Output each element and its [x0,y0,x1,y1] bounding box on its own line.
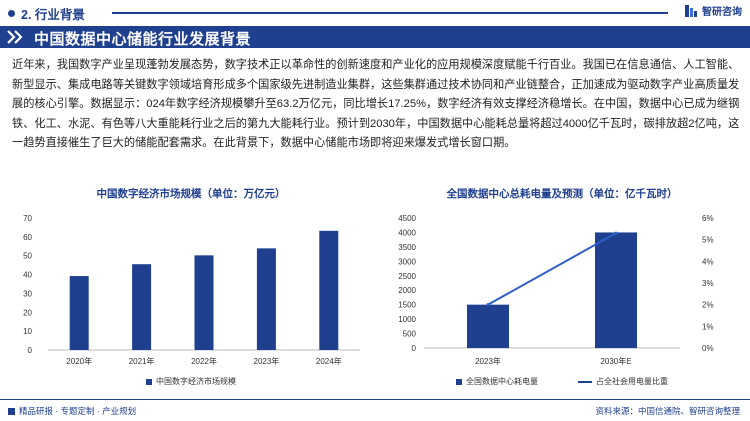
body-paragraph: 近年来，我国数字产业呈现蓬勃发展态势，数字技术正以革命性的创新速度和产业化的应用… [12,59,740,150]
brand-logo-icon [685,4,697,17]
y-tick-label: 500 [403,330,417,339]
bar [194,255,214,350]
x-tick-label: 2024年 [316,356,342,366]
x-tick-label: 2023年 [254,356,280,366]
y-tick-label: 10 [23,327,32,336]
chart-legend: 全国数据中心耗电量 占全社会用电量比重 [384,376,740,387]
chart-title: 全国数据中心总耗电量及预测（单位：亿千瓦时） [446,188,678,200]
bar [319,230,339,350]
legend-label: 中国数字经济市场规模 [156,377,236,386]
share-line [487,232,617,306]
y-tick-label: 2500 [398,272,416,281]
brand-name: 智研咨询 [702,7,742,18]
datacenter-power-chart-svg: 0 500 1000 1500 2000 2500 3000 3500 4000 4500 0% 1%… [398,214,714,366]
bar [132,264,152,350]
x-tick-label: 2022年 [191,356,217,366]
y-tick-label: 60 [23,233,32,242]
bar [595,232,637,348]
legend-item: 中国数字经济市场规模 [146,376,236,387]
brand: 智研咨询 [684,3,742,18]
y-tick-label: 0 [412,344,417,353]
legend-item: 占全社会用电量比重 [578,376,668,387]
datacenter-power-chart: 全国数据中心总耗电量及预测（单位：亿千瓦时） 0 500 1000 1500 2000 2… [384,186,740,398]
y-tick-label: 0 [28,346,33,355]
line-point [486,303,490,307]
bar [467,304,509,348]
y2-tick-label: 6% [702,214,714,223]
y-tick-label: 70 [23,214,32,223]
y-tick-label: 1000 [398,315,416,324]
x-tick-label: 2030年E [600,356,631,366]
y2-tick-label: 4% [702,257,714,266]
y2-tick-label: 5% [702,236,714,245]
section-label-text: 2. 行业背景 [21,8,85,22]
page-title: 中国数据中心储能行业发展背景 [34,31,252,48]
chart-title: 中国数字经济市场规模（单位：万亿元） [96,188,286,200]
digital-economy-chart: 中国数字经济市场规模（单位：万亿元） 0 10 20 30 40 50 60 70 2020年 2… [10,186,372,398]
y-tick-label: 3500 [398,243,416,252]
header-divider [112,12,668,14]
y-tick-label: 3000 [398,257,416,266]
legend-label: 占全社会用电量比重 [596,377,668,386]
bar [256,248,276,350]
legend-line-icon [578,380,592,383]
top-header: 2. 行业背景 智研咨询 [0,0,750,24]
chart-legend: 中国数字经济市场规模 [10,376,372,387]
x-tick-label: 2020年 [66,356,92,366]
y-tick-label: 40 [23,271,32,280]
legend-swatch-icon [456,378,462,385]
y2-tick-label: 3% [702,279,714,288]
footer-square-icon [8,407,15,415]
double-chevron-icon [7,30,23,44]
section-label: 2. 行业背景 [8,4,85,23]
y-tick-label: 1500 [398,301,416,310]
legend-item: 全国数据中心耗电量 [456,376,538,387]
y2-tick-label: 2% [702,301,714,310]
bar [69,276,89,350]
title-banner: 中国数据中心储能行业发展背景 [0,26,750,48]
y-tick-label: 30 [23,289,32,298]
y-tick-label: 4500 [398,214,416,223]
y-tick-label: 4000 [398,228,416,237]
y2-tick-label: 0% [702,344,714,353]
y-tick-label: 2000 [398,286,416,295]
legend-label: 全国数据中心耗电量 [466,377,538,386]
y-tick-label: 50 [23,252,32,261]
line-point [614,231,618,235]
footer-source: 资料来源：中国信通院、智研咨询整理 [595,406,740,416]
bullet-dot-icon [8,10,15,17]
y2-tick-label: 1% [702,322,714,331]
x-tick-label: 2021年 [129,356,155,366]
footer-divider [0,399,750,400]
x-tick-label: 2023年 [475,356,501,366]
footer-tagline-text: 精品研报 · 专题定制 · 产业规划 [19,406,137,416]
y-tick-label: 20 [23,308,32,317]
footer-tagline: 精品研报 · 专题定制 · 产业规划 [8,405,136,417]
legend-swatch-icon [146,378,152,385]
digital-economy-chart-svg: 0 10 20 30 40 50 60 70 2020年 2021年 2022年 2023年 2024年 [23,214,360,366]
